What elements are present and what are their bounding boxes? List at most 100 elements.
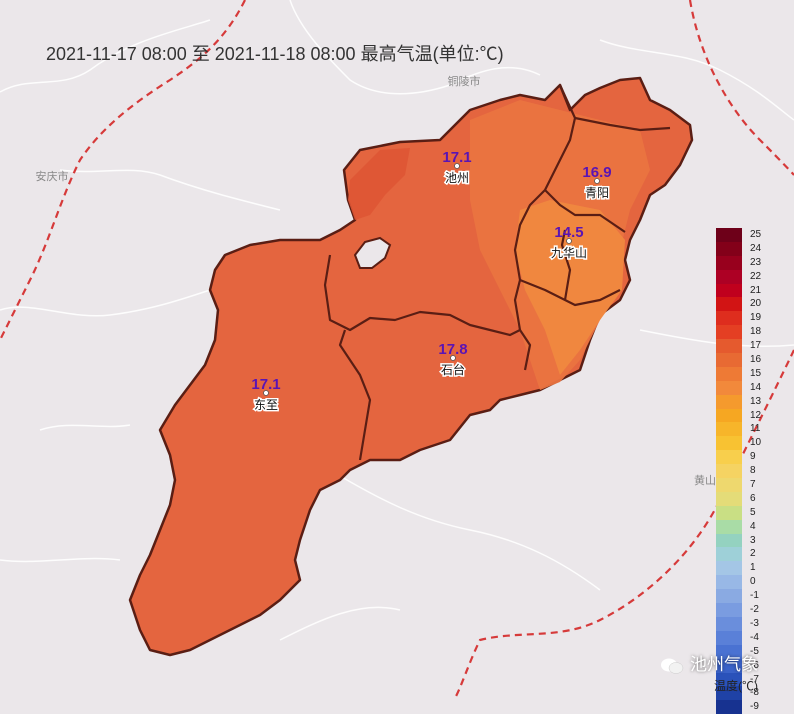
- legend-row: 18: [716, 325, 776, 340]
- legend-label: -1: [750, 590, 759, 602]
- legend-row: -7: [716, 672, 776, 687]
- legend-swatch: [716, 311, 742, 326]
- legend-swatch: [716, 644, 742, 659]
- legend-label: 13: [750, 395, 762, 407]
- legend-label: 7: [750, 479, 756, 491]
- legend-label: 11: [750, 423, 761, 435]
- temperature-map: 17.1 池州 16.9 青阳 14.5 九华山 17.8 石台 17.1 东至…: [0, 0, 794, 698]
- province-borders: [0, 0, 794, 698]
- wechat-icon: [660, 657, 684, 675]
- legend-label: 25: [750, 229, 762, 240]
- legend-row: 15: [716, 366, 776, 381]
- legend-label: 23: [750, 256, 762, 268]
- legend-label: 15: [750, 367, 762, 379]
- station-dongzhi: 17.1 东至: [251, 376, 280, 414]
- legend-swatch: [716, 325, 742, 340]
- legend-label: 12: [750, 409, 762, 421]
- neighbor-label-huangshan: 黄山: [694, 473, 716, 487]
- legend-swatch: [716, 255, 742, 270]
- legend-label: 5: [750, 506, 756, 518]
- station-name: 东至: [254, 398, 278, 412]
- station-jiuhuashan: 14.5 九华山: [549, 224, 588, 262]
- legend-swatch: [716, 616, 742, 631]
- legend-row: 4: [716, 519, 776, 534]
- legend-label: -4: [750, 631, 759, 643]
- legend-swatch: [716, 478, 742, 492]
- legend-label: -8: [750, 687, 759, 699]
- legend-swatch: [716, 686, 742, 701]
- legend-label: 18: [750, 326, 762, 338]
- legend-label: 10: [750, 437, 762, 449]
- legend-label: -9: [750, 701, 759, 713]
- legend-row: -8: [716, 686, 776, 701]
- legend-label: 9: [750, 451, 756, 463]
- legend-row: -2: [716, 603, 776, 617]
- station-value: 16.9: [582, 164, 611, 181]
- legend-swatch: [716, 353, 742, 367]
- legend-swatch: [716, 589, 742, 604]
- legend-row: -3: [716, 616, 776, 631]
- legend-swatch: [716, 269, 742, 284]
- station-value: 17.1: [442, 149, 471, 166]
- legend-label: 22: [750, 270, 762, 282]
- legend-unit-label: 温度(℃): [714, 679, 758, 693]
- legend-row: -9: [716, 700, 776, 714]
- legend-swatch: [716, 339, 742, 354]
- station-chizhou: 17.1 池州: [442, 149, 471, 187]
- legend-swatch: [716, 658, 742, 673]
- legend-row: -4: [716, 630, 776, 645]
- legend-row: 19: [716, 311, 776, 326]
- legend-row: 6: [716, 491, 776, 506]
- legend-row: 5: [716, 505, 776, 520]
- legend-row: 20: [716, 297, 776, 312]
- legend-swatch: [716, 519, 742, 534]
- legend-swatch: [716, 533, 742, 548]
- legend-row: 10: [716, 436, 776, 451]
- legend-label: 24: [750, 242, 762, 254]
- neighbor-label-anqing: 安庆市: [36, 169, 69, 183]
- legend-label: -5: [750, 645, 759, 657]
- legend-row: 16: [716, 353, 776, 367]
- legend-swatch: [716, 575, 742, 590]
- station-name: 九华山: [551, 246, 587, 260]
- watermark-text: 池州气象: [690, 655, 758, 674]
- legend-swatch: [716, 561, 742, 576]
- legend-label: -7: [750, 673, 759, 685]
- legend-row: 17: [716, 339, 776, 354]
- legend-label: 21: [750, 284, 762, 296]
- legend-row: 9: [716, 450, 776, 465]
- station-name: 池州: [445, 171, 469, 185]
- legend-row: 24: [716, 241, 776, 256]
- station-value: 17.8: [438, 341, 467, 358]
- legend-swatch: [716, 366, 742, 381]
- legend-swatch: [716, 491, 742, 506]
- legend-swatch: [716, 603, 742, 617]
- legend-swatch: [716, 436, 742, 451]
- temperature-legend: 25 24 23 22 21 20 19 18 17 16 15 14 13 12 11 10 9 8 7 6 5 4 3 2…: [716, 228, 776, 714]
- region-boundaries: [0, 0, 794, 641]
- neighbor-labels: 铜陵市 安庆市 黄山: [36, 74, 717, 487]
- legend-swatch: [716, 394, 742, 409]
- legend-label: 14: [750, 381, 762, 393]
- legend-swatch: [716, 547, 742, 562]
- legend-row: 3: [716, 533, 776, 548]
- station-name: 石台: [441, 362, 465, 377]
- legend-label: 0: [750, 576, 756, 588]
- legend-swatch: [716, 672, 742, 687]
- legend-label: 2: [750, 548, 756, 560]
- legend-swatch: [716, 380, 742, 395]
- legend-row: 13: [716, 394, 776, 409]
- legend-swatch: [716, 630, 742, 645]
- legend-label: 17: [750, 340, 762, 352]
- legend-label: 4: [750, 520, 756, 532]
- legend-label: 16: [750, 354, 762, 366]
- legend-label: -3: [750, 617, 759, 629]
- legend-row: -1: [716, 589, 776, 604]
- legend-row: 11: [716, 422, 776, 437]
- legend-label: 6: [750, 492, 756, 504]
- station-name: 青阳: [585, 186, 609, 200]
- legend-row: 14: [716, 380, 776, 395]
- legend-row: 25: [716, 228, 776, 242]
- legend-row: 21: [716, 283, 776, 298]
- station-shitai: 17.8 石台: [438, 341, 467, 379]
